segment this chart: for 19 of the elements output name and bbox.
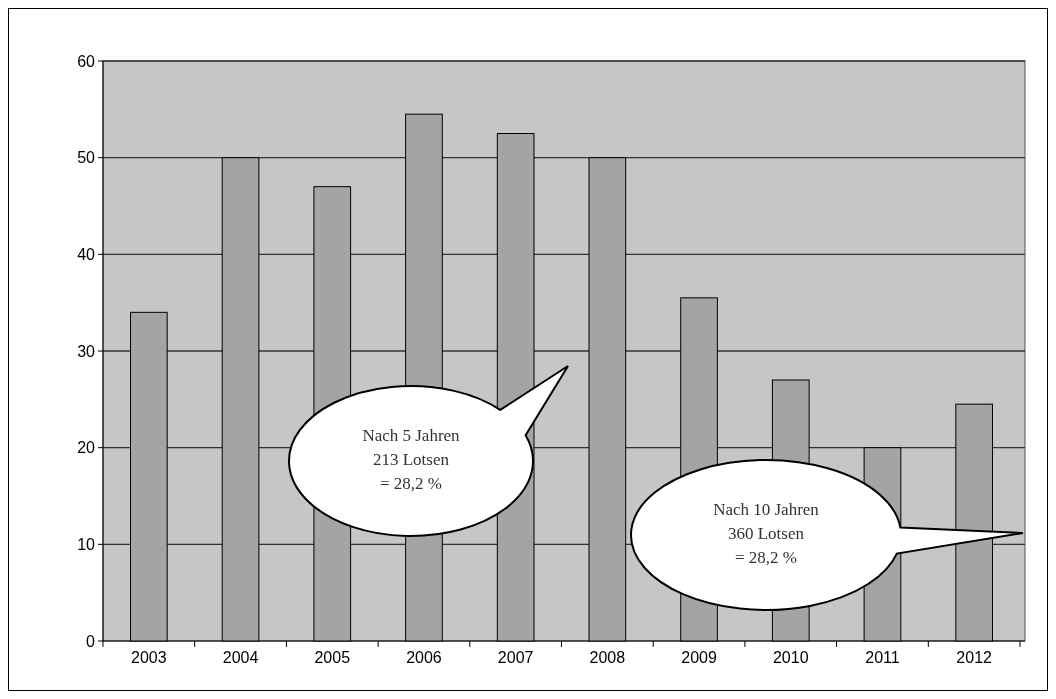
- y-tick-label: 30: [77, 342, 96, 360]
- x-tick-label: 2010: [772, 649, 809, 666]
- x-tick-label: 2007: [497, 649, 534, 666]
- x-tick-label: 2006: [406, 649, 442, 666]
- y-tick-label: 10: [77, 535, 96, 553]
- y-tick-label: 0: [86, 632, 96, 650]
- y-tick-label: 50: [77, 149, 96, 167]
- annotation: Nach 10 Jahren 360 Lotsen = 28,2 %: [713, 500, 820, 567]
- x-tick-label: 2004: [222, 649, 259, 666]
- x-tick-label: 2003: [131, 649, 167, 666]
- y-tick-label: 40: [77, 245, 96, 263]
- y-tick-label: 60: [77, 52, 96, 70]
- x-tick-label: 2008: [589, 649, 626, 666]
- y-tick-label: 20: [77, 439, 96, 457]
- x-tick-label: 2005: [314, 649, 351, 666]
- x-tick-label: 2009: [681, 649, 717, 666]
- x-tick-label: 2011: [865, 649, 900, 666]
- x-tick-label: 2012: [956, 649, 993, 666]
- annotation: Nach 5 Jahren 213 Lotsen = 28,2 %: [362, 426, 461, 493]
